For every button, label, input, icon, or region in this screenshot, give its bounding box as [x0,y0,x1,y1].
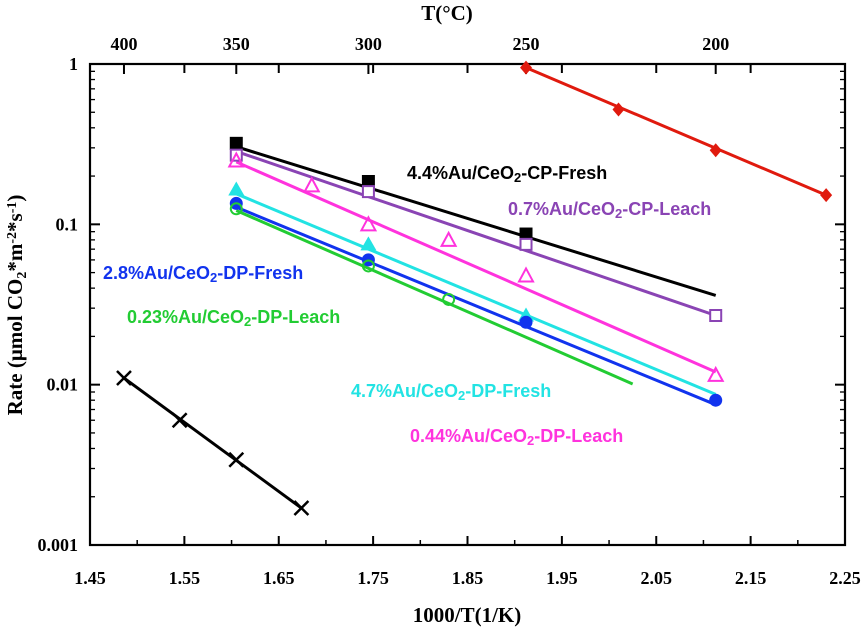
data-point [612,102,625,117]
series-label: 0.7%Au/CeO2-CP-Leach [508,199,711,221]
top-axis-title: T(°C) [421,1,473,25]
series-label: 2.8%Au/CeO2-DP-Fresh [103,263,303,285]
fit-line [235,205,717,407]
data-markers [116,60,833,516]
fit-line [235,149,717,317]
x-tick-label: 2.15 [735,568,767,588]
data-point [303,176,321,193]
data-point [116,370,132,386]
plot-frame [88,62,847,547]
top-tick-label: 400 [110,34,137,54]
data-point [361,259,375,273]
x-tick-label: 1.95 [546,568,578,588]
y-tick-label: 1 [69,54,78,74]
data-point [361,174,375,188]
data-point [519,227,533,241]
series-label: 4.7%Au/CeO2-DP-Fresh [351,381,551,403]
data-point [517,266,535,283]
fit-line [123,376,303,510]
series-label: 0.44%Au/CeO2-DP-Leach [410,426,623,448]
data-point [171,412,188,429]
data-point [707,365,725,382]
x-tick-label: 2.25 [829,568,861,588]
fit-line [235,160,717,374]
x-tick-label: 1.45 [74,568,106,588]
data-point [439,230,458,247]
fit-line [235,192,717,396]
x-tick-label: 1.75 [357,568,389,588]
fit-lines [123,66,827,510]
top-tick-label: 300 [355,34,382,54]
x-tick-label: 2.05 [641,568,673,588]
data-point [227,151,245,168]
data-point [519,315,533,329]
data-point [442,292,456,306]
data-point [228,181,245,196]
series-label: 4.4%Au/CeO2-CP-Fresh [407,163,607,185]
x-tick-label: 1.55 [169,568,201,588]
y-tick-label: 0.1 [56,214,79,234]
data-point [293,500,310,516]
data-point [820,188,833,203]
series-label: 0.23%Au/CeO2-DP-Leach [127,307,340,329]
fit-line [235,209,634,386]
y-axis-title: Rate (μmol CO2*m-2*s-1) [3,195,30,416]
y-tick-label: 0.001 [38,535,79,555]
data-point [519,237,533,251]
data-point [360,236,377,251]
x-tick-label: 1.65 [263,568,295,588]
top-tick-label: 200 [702,34,729,54]
data-point [229,136,243,150]
fit-line [525,66,827,197]
y-tick-label: 0.01 [47,375,79,395]
data-point [361,185,375,199]
data-point [709,143,722,158]
fit-line [235,145,717,297]
axes: 1.45 1.55 1.65 1.75 1.85 1.95 2.05 2.15 2.25 1 0.1… [3,1,861,627]
data-point [709,309,723,323]
top-tick-label: 350 [223,34,250,54]
x-axis-title: 1000/T(1/K) [413,603,522,627]
data-point [359,215,378,232]
data-point [229,202,243,216]
series-labels: 4.4%Au/CeO2-CP-Fresh 0.7%Au/CeO2-CP-Leach… [103,163,711,448]
x-tick-label: 1.85 [452,568,484,588]
data-point [520,60,533,75]
data-point [228,451,245,468]
data-point [709,393,723,407]
top-tick-label: 250 [513,34,540,54]
